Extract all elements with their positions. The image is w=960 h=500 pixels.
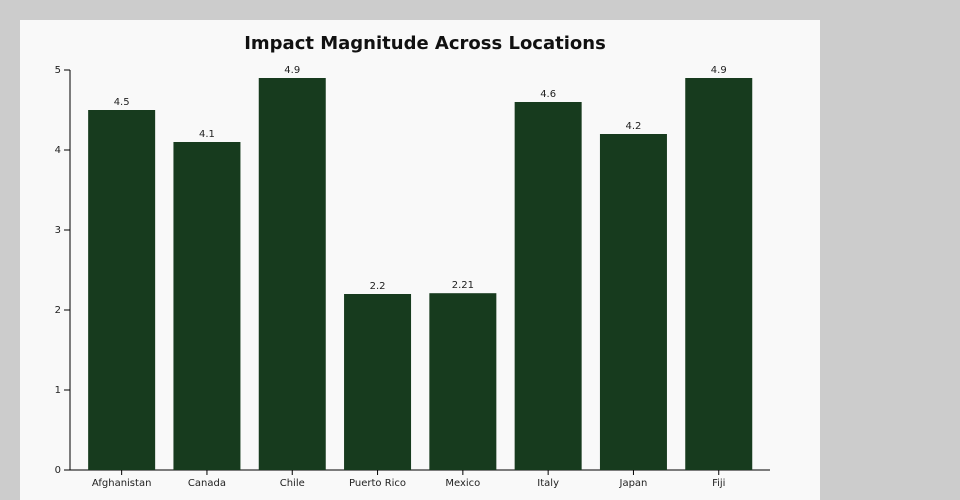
x-tick-label: Afghanistan — [92, 478, 152, 489]
value-label: 4.5 — [114, 97, 130, 108]
bar — [514, 102, 582, 470]
value-label: 4.2 — [625, 121, 641, 132]
bar — [685, 78, 753, 470]
x-tick-label: Japan — [619, 478, 648, 489]
y-tick-label: 1 — [55, 385, 61, 396]
x-tick-label: Chile — [280, 478, 305, 489]
x-tick-label: Fiji — [712, 478, 725, 489]
x-tick-label: Puerto Rico — [349, 478, 406, 489]
value-label: 2.2 — [370, 281, 386, 292]
value-label: 4.1 — [199, 129, 215, 140]
chart-title: Impact Magnitude Across Locations — [244, 33, 606, 54]
bar — [88, 110, 156, 470]
bar — [173, 142, 241, 470]
bar — [599, 134, 667, 470]
bar — [258, 78, 326, 470]
value-label: 4.9 — [711, 65, 727, 76]
y-tick-label: 5 — [55, 65, 61, 76]
y-tick-label: 2 — [55, 305, 61, 316]
y-tick-label: 3 — [55, 225, 61, 236]
value-label: 4.9 — [284, 65, 300, 76]
x-tick-label: Canada — [188, 478, 226, 489]
y-tick-label: 0 — [55, 465, 61, 476]
value-label: 4.6 — [540, 89, 556, 100]
x-tick-label: Italy — [537, 478, 559, 489]
bar — [429, 293, 497, 470]
value-label: 2.21 — [452, 280, 474, 291]
x-tick-label: Mexico — [445, 478, 480, 489]
bar — [344, 294, 412, 470]
y-tick-label: 4 — [55, 145, 61, 156]
